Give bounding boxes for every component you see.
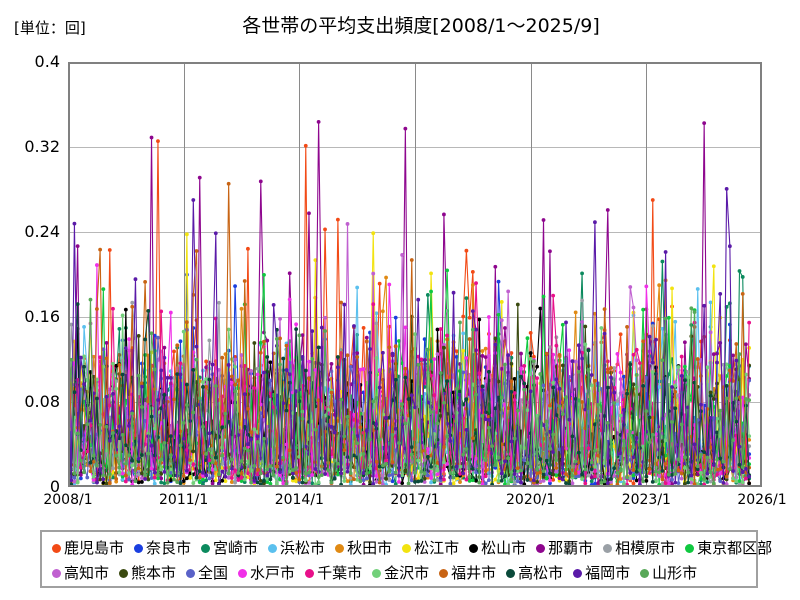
legend-item-19[interactable]: 山形市 <box>640 566 697 581</box>
legend-marker-icon <box>640 569 650 578</box>
legend-label: 千葉市 <box>317 564 363 582</box>
legend-item-12[interactable]: 全国 <box>186 566 228 581</box>
x-axis-tick-label: 2023/1 <box>621 492 671 508</box>
legend-item-8[interactable]: 相模原市 <box>603 541 675 556</box>
plot-area <box>68 62 762 487</box>
legend-label: 秋田市 <box>347 539 393 557</box>
x-axis-tick-label: 2017/1 <box>390 492 440 508</box>
legend-label: 山形市 <box>652 564 698 582</box>
legend-item-16[interactable]: 福井市 <box>439 566 496 581</box>
legend-marker-icon <box>201 544 211 553</box>
legend-label: 鹿児島市 <box>64 539 125 557</box>
legend-marker-icon <box>134 544 144 553</box>
legend-item-3[interactable]: 浜松市 <box>268 541 325 556</box>
unit-label: [単位：回] <box>14 19 86 37</box>
x-axis-tick-label: 2011/1 <box>159 492 209 508</box>
y-axis-tick-label: 0.16 <box>24 307 60 326</box>
legend-marker-icon <box>469 544 479 553</box>
legend-label: 那覇市 <box>548 539 594 557</box>
legend-label: 奈良市 <box>146 539 192 557</box>
legend-label: 松山市 <box>481 539 527 557</box>
legend-label: 高知市 <box>64 564 110 582</box>
legend-item-18[interactable]: 福岡市 <box>573 566 630 581</box>
legend-marker-icon <box>573 569 583 578</box>
x-axis-tick-label: 2026/1 <box>737 492 787 508</box>
legend-marker-icon <box>119 569 129 578</box>
legend-item-15[interactable]: 金沢市 <box>372 566 429 581</box>
legend-label: 全国 <box>198 564 229 582</box>
legend-label: 熊本市 <box>131 564 177 582</box>
y-axis-tick-label: 0.08 <box>24 392 60 411</box>
legend-label: 東京都区部 <box>697 539 773 557</box>
legend-item-14[interactable]: 千葉市 <box>305 566 362 581</box>
legend-marker-icon <box>372 569 382 578</box>
y-axis-tick-label: 0.32 <box>24 137 60 156</box>
legend-item-2[interactable]: 宮崎市 <box>201 541 258 556</box>
legend-item-7[interactable]: 那覇市 <box>536 541 593 556</box>
legend-label: 相模原市 <box>615 539 676 557</box>
y-axis-tick-label: 0.24 <box>24 222 60 241</box>
legend-item-11[interactable]: 熊本市 <box>119 566 176 581</box>
legend-label: 高松市 <box>518 564 564 582</box>
legend-label: 松江市 <box>414 539 460 557</box>
chart-canvas <box>68 62 762 487</box>
legend-label: 福井市 <box>451 564 497 582</box>
legend-label: 福岡市 <box>585 564 631 582</box>
legend-item-5[interactable]: 松江市 <box>402 541 459 556</box>
legend-marker-icon <box>603 544 613 553</box>
legend-item-17[interactable]: 高松市 <box>506 566 563 581</box>
legend-marker-icon <box>685 544 695 553</box>
legend-marker-icon <box>439 569 449 578</box>
y-axis-tick-label: 0.4 <box>34 52 60 71</box>
legend-item-6[interactable]: 松山市 <box>469 541 526 556</box>
legend-marker-icon <box>238 569 248 578</box>
legend-item-10[interactable]: 高知市 <box>52 566 109 581</box>
legend-label: 水戸市 <box>250 564 296 582</box>
x-axis-tick-label: 2014/1 <box>274 492 324 508</box>
x-axis-tick-label: 2020/1 <box>506 492 556 508</box>
x-axis-tick-label: 2008/1 <box>43 492 93 508</box>
legend-marker-icon <box>506 569 516 578</box>
legend-row: 高知市 熊本市 全国 水戸市 千葉市 金沢市 福井市 高松市 福岡市 山形市 <box>52 561 750 586</box>
page-title: 各世帯の平均支出頻度[2008/1〜2025/9] <box>242 15 600 37</box>
legend-label: 宮崎市 <box>213 539 259 557</box>
legend-marker-icon <box>536 544 546 553</box>
legend-marker-icon <box>186 569 196 578</box>
legend-item-9[interactable]: 東京都区部 <box>685 541 772 556</box>
chart-legend: 鹿児島市 奈良市 宮崎市 浜松市 秋田市 松江市 松山市 那覇市 相模原市 東京都区部 高知市 熊本… <box>40 530 772 588</box>
legend-marker-icon <box>402 544 412 553</box>
legend-item-1[interactable]: 奈良市 <box>134 541 191 556</box>
legend-marker-icon <box>305 569 315 578</box>
y-axis-tick-label: 0 <box>49 477 60 496</box>
legend-item-0[interactable]: 鹿児島市 <box>52 541 124 556</box>
legend-row: 鹿児島市 奈良市 宮崎市 浜松市 秋田市 松江市 松山市 那覇市 相模原市 東京都区部 <box>52 536 772 561</box>
legend-marker-icon <box>52 544 61 553</box>
legend-marker-icon <box>268 544 278 553</box>
legend-marker-icon <box>52 569 61 578</box>
legend-marker-icon <box>335 544 345 553</box>
legend-label: 金沢市 <box>384 564 430 582</box>
legend-label: 浜松市 <box>280 539 326 557</box>
legend-item-13[interactable]: 水戸市 <box>238 566 295 581</box>
legend-item-4[interactable]: 秋田市 <box>335 541 392 556</box>
